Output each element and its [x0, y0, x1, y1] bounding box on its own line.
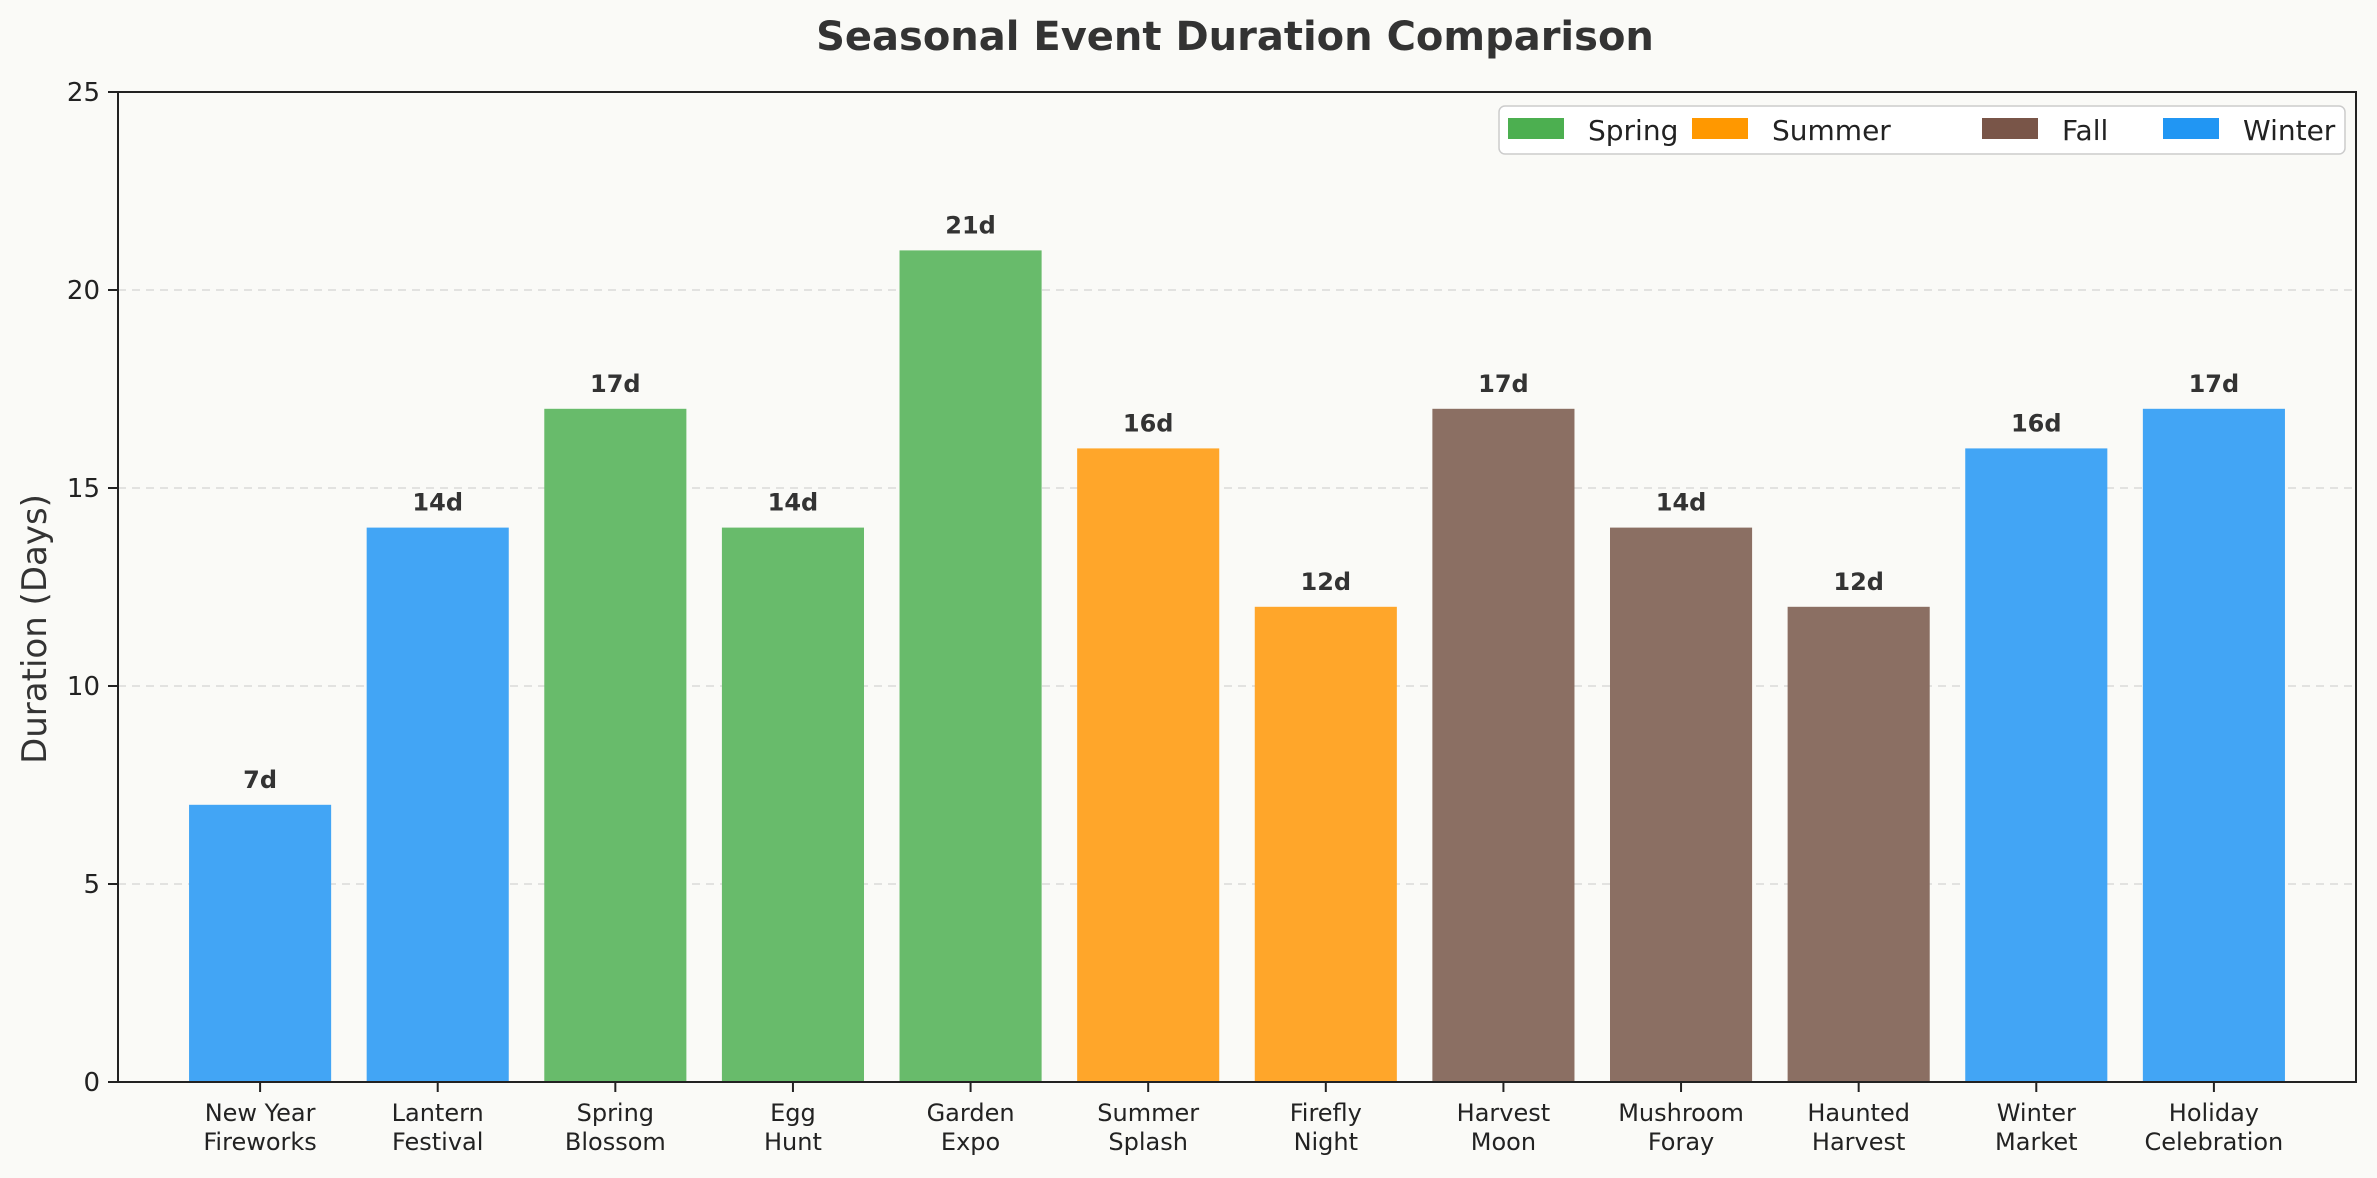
- legend: Spring Summer Fall Winter: [1498, 105, 2346, 155]
- x-tick-label: Holiday Celebration: [2145, 1099, 2284, 1156]
- bar-value-label: 14d: [768, 489, 819, 517]
- legend-label: Fall: [2062, 114, 2108, 147]
- x-tick-label: Garden Expo: [927, 1099, 1015, 1156]
- bar: [366, 527, 509, 1082]
- legend-label: Winter: [2243, 114, 2336, 147]
- x-tick-label: Haunted Harvest: [1807, 1099, 1910, 1156]
- bar-value-label: 17d: [1478, 370, 1529, 398]
- bar-layer: 7d 14d 17d 14d 21d 16d 12d 17d 14d 12d 16d 17d: [189, 211, 2285, 1082]
- x-tick-label: Firefly Night: [1290, 1099, 1362, 1156]
- bar: [1432, 408, 1575, 1082]
- bar-value-label: 14d: [1656, 489, 1707, 517]
- bar: [721, 527, 864, 1082]
- x-tick-label: Summer Splash: [1097, 1099, 1199, 1156]
- x-tick-label: Spring Blossom: [565, 1099, 666, 1156]
- bar-value-label: 17d: [590, 370, 641, 398]
- legend-swatch: [1508, 118, 1564, 139]
- x-tick-label: Mushroom Foray: [1618, 1099, 1744, 1156]
- legend-label: Summer: [1772, 114, 1891, 147]
- x-tick-label: New Year Fireworks: [203, 1099, 316, 1156]
- bar-value-label: 7d: [243, 766, 277, 794]
- legend-swatch: [2163, 118, 2219, 139]
- bar-value-label: 17d: [2189, 370, 2240, 398]
- plot-frame: [117, 91, 2357, 1083]
- bar: [544, 408, 687, 1082]
- bar: [899, 250, 1042, 1082]
- x-tick-label: Winter Market: [1995, 1099, 2078, 1156]
- y-tick-label: 0: [83, 1068, 100, 1098]
- x-tick-label: Harvest Moon: [1457, 1099, 1551, 1156]
- legend-label: Spring: [1588, 114, 1678, 147]
- legend-swatch: [1692, 118, 1748, 139]
- y-axis-label: Duration (Days): [15, 494, 55, 764]
- bar: [1077, 448, 1220, 1082]
- bar: [1965, 448, 2108, 1082]
- y-tick-label: 25: [67, 78, 100, 108]
- bar-value-label: 16d: [1123, 409, 1174, 437]
- bar: [1254, 606, 1397, 1082]
- bar-value-label: 16d: [2011, 409, 2062, 437]
- chart-title: Seasonal Event Duration Comparison: [816, 14, 1654, 60]
- x-tick-label: Egg Hunt: [764, 1099, 822, 1156]
- bar-value-label: 21d: [945, 211, 996, 239]
- legend-swatch: [1982, 118, 2038, 139]
- y-tick-label: 10: [67, 672, 100, 702]
- bar-value-label: 12d: [1833, 568, 1884, 596]
- x-tick-label: Lantern Festival: [392, 1099, 484, 1156]
- bar: [1610, 527, 1753, 1082]
- y-tick-label: 20: [67, 276, 100, 306]
- axis-layer: 0 5 10 15 20 25 New Year Fireworks Lantern Festiv…: [67, 78, 2283, 1156]
- y-tick-label: 15: [67, 474, 100, 504]
- y-tick-label: 5: [83, 870, 100, 900]
- bar-value-label: 14d: [412, 489, 463, 517]
- bar: [2142, 408, 2285, 1082]
- bar: [1787, 606, 1930, 1082]
- bar-value-label: 12d: [1301, 568, 1352, 596]
- bar: [189, 804, 332, 1082]
